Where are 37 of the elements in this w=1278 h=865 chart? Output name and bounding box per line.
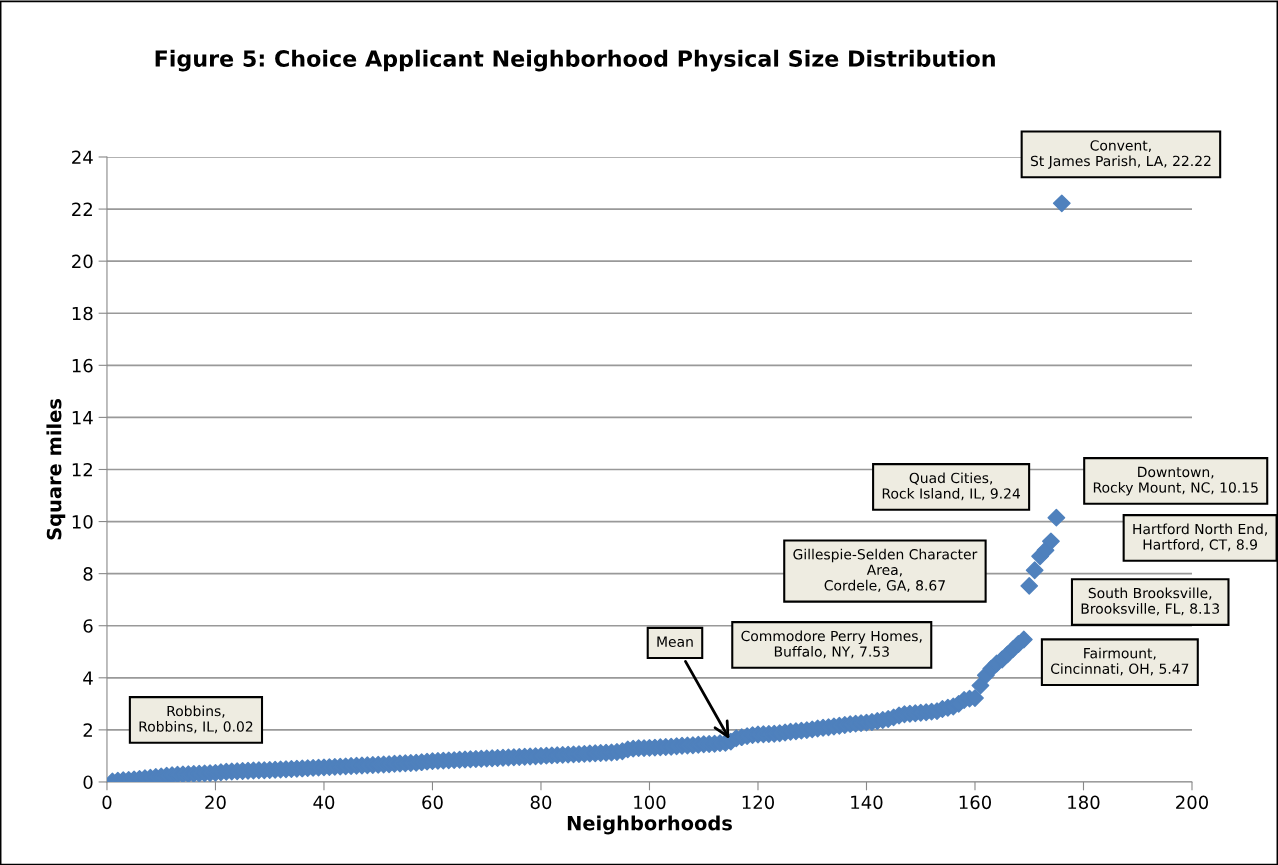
annotation: Mean <box>657 636 693 647</box>
y-tick-label: 16 <box>72 358 93 373</box>
x-axis-title: Neighborhoods <box>567 815 732 835</box>
x-tick-label: 0 <box>102 795 112 810</box>
x-tick-label: 100 <box>634 795 666 810</box>
annotation: Gillespie-Selden Character Area, Cordele, GA, 8.67 <box>793 548 978 593</box>
y-tick-label: 10 <box>72 515 93 529</box>
x-tick-label: 80 <box>530 795 552 810</box>
chart-title: Figure 5: Choice Applicant Neighborhood Physical Size Distribution <box>155 49 995 72</box>
y-tick-label: 2 <box>83 723 92 737</box>
x-tick-label: 160 <box>959 795 992 810</box>
y-tick-label: 12 <box>72 462 92 477</box>
y-tick-label: 24 <box>72 150 93 164</box>
y-tick-label: 18 <box>72 306 93 321</box>
x-tick-label: 40 <box>313 795 335 810</box>
y-tick-label: 0 <box>83 775 93 790</box>
annotation: Quad Cities, Rock Island, IL, 9.24 <box>882 472 1021 501</box>
annotation: Hartford North End, Hartford, CT, 8.9 <box>1133 523 1267 552</box>
y-tick-label: 20 <box>72 254 93 269</box>
x-tick-label: 180 <box>1068 795 1100 810</box>
annotation: Fairmount, Cincinnati, OH, 5.47 <box>1051 647 1189 676</box>
x-tick-label: 60 <box>422 795 443 810</box>
annotation: Convent, St James Parish, LA, 22.22 <box>1030 140 1211 169</box>
annotation: Robbins, Robbins, IL, 0.02 <box>139 705 253 734</box>
y-axis-title: Square miles <box>46 399 66 540</box>
y-tick-label: 8 <box>83 567 93 581</box>
y-tick-label: 4 <box>83 671 93 685</box>
x-tick-label: 200 <box>1176 795 1209 810</box>
x-tick-label: 140 <box>851 795 883 810</box>
y-tick-label: 14 <box>72 411 93 425</box>
annotation: Downtown, Rocky Mount, NC, 10.15 <box>1093 466 1258 496</box>
y-tick-label: 6 <box>83 619 93 633</box>
x-tick-label: 20 <box>205 795 226 810</box>
y-tick-label: 22 <box>72 202 92 216</box>
annotation: South Brooksville, Brooksville, FL, 8.13 <box>1081 587 1220 616</box>
x-tick-label: 120 <box>742 795 775 810</box>
annotation: Commodore Perry Homes, Buffalo, NY, 7.53 <box>741 630 922 659</box>
